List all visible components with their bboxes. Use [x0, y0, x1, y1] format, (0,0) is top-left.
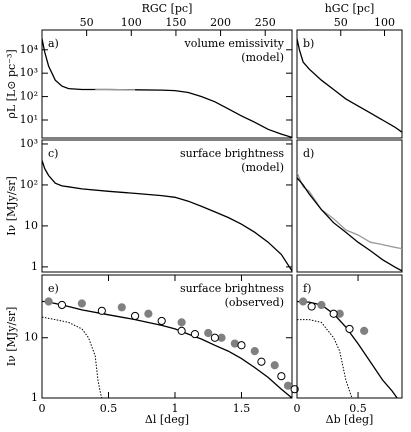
data-point	[308, 303, 315, 310]
panel-frame	[297, 275, 402, 398]
data-point	[158, 317, 165, 324]
y-tick-label: 1	[31, 391, 38, 404]
x-axis-label: Δl [deg]	[145, 413, 189, 426]
data-point	[211, 334, 218, 341]
data-point	[58, 301, 65, 308]
panel-label: c)	[48, 147, 58, 160]
data-point	[251, 348, 258, 355]
curve	[297, 302, 397, 399]
x2-axis-label: hGC [pc]	[325, 2, 375, 15]
x2-tick-label: 100	[374, 16, 395, 29]
y-tick-label: 10³	[20, 137, 38, 150]
x-tick-label: 0.5	[100, 402, 118, 415]
y-axis-label: Iν [MJy/sr]	[5, 307, 18, 367]
panel-note: (model)	[241, 161, 284, 174]
y-axis-label: ρL [L⊙ pc⁻³]	[5, 49, 18, 118]
data-point	[98, 307, 105, 314]
data-point	[218, 334, 225, 341]
data-point	[271, 362, 278, 369]
panel-label: b)	[303, 37, 314, 50]
x2-tick-label: 50	[80, 16, 94, 29]
data-point	[278, 373, 285, 380]
data-point	[330, 310, 337, 317]
curve	[42, 317, 102, 398]
curve	[297, 178, 402, 271]
panel-note: (model)	[241, 51, 284, 64]
data-point	[238, 342, 245, 349]
x2-tick-label: 150	[165, 16, 186, 29]
curve	[297, 39, 402, 133]
y-tick-label: 10	[24, 331, 38, 344]
data-point	[145, 310, 152, 317]
x-tick-label: 0	[39, 402, 46, 415]
data-point	[231, 340, 238, 347]
y-tick-label: 10³	[20, 66, 38, 79]
y-tick-label: 10⁴	[20, 43, 39, 56]
x2-axis-label: RGC [pc]	[142, 2, 193, 15]
data-point	[45, 298, 52, 305]
x2-tick-label: 100	[121, 16, 142, 29]
panel-note: volume emissivity	[183, 37, 284, 50]
curve	[297, 320, 352, 398]
data-point	[258, 358, 265, 365]
data-point	[205, 329, 212, 336]
data-point	[361, 327, 368, 334]
data-point	[346, 325, 353, 332]
data-point	[131, 312, 138, 319]
data-point	[78, 300, 85, 307]
data-point	[284, 382, 291, 389]
y-axis-label: Iν [MJy/sr]	[5, 176, 18, 236]
curve	[297, 173, 402, 249]
y-tick-label: 10²	[20, 178, 38, 191]
panel-label: d)	[303, 147, 314, 160]
panel-note: (observed)	[225, 296, 284, 309]
panel-note: surface brightness	[180, 147, 284, 160]
x2-tick-label: 250	[255, 16, 276, 29]
data-point	[178, 327, 185, 334]
x-tick-label: 0	[294, 402, 301, 415]
y-tick-label: 10²	[20, 90, 38, 103]
x-axis-label: Δb [deg]	[326, 413, 374, 426]
panel-note: surface brightness	[180, 282, 284, 295]
curve	[42, 160, 292, 271]
x2-tick-label: 50	[334, 16, 348, 29]
y-tick-label: 10¹	[20, 113, 38, 126]
panel-label: e)	[48, 282, 59, 295]
y-tick-label: 1	[31, 260, 38, 273]
panel-label: a)	[48, 37, 59, 50]
data-point	[300, 298, 307, 305]
data-point	[191, 330, 198, 337]
data-point	[118, 304, 125, 311]
x2-tick-label: 200	[210, 16, 231, 29]
data-point	[318, 301, 325, 308]
data-point	[178, 319, 185, 326]
panel-label: f)	[303, 282, 311, 295]
y-tick-label: 10	[24, 219, 38, 232]
x-tick-label: 1.5	[233, 402, 251, 415]
